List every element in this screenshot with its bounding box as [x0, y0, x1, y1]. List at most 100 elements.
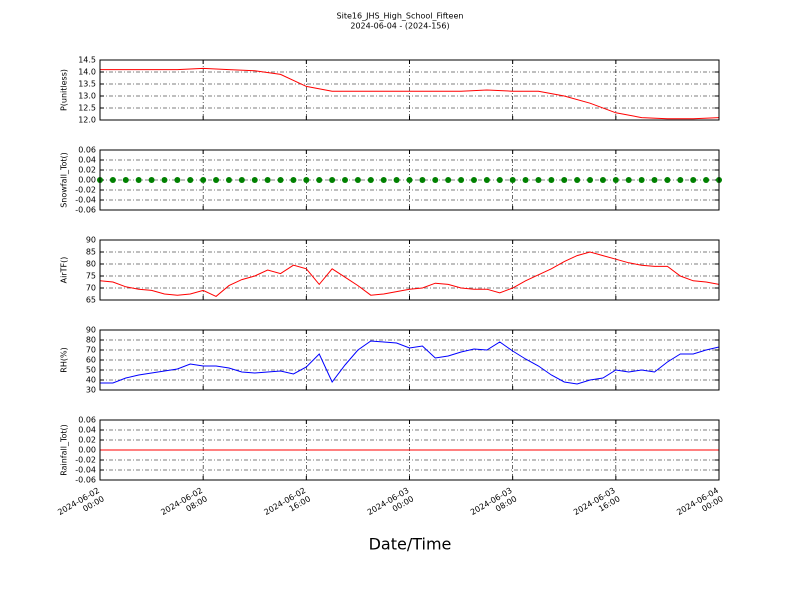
x-tick-label: 2024-06-0316:00 [572, 486, 622, 525]
data-point [238, 177, 245, 183]
data-point [651, 177, 658, 183]
data-point [354, 177, 361, 183]
data-point [329, 177, 336, 183]
y-tick-label: 50 [86, 366, 96, 375]
data-point [587, 177, 594, 183]
data-point [251, 177, 258, 183]
data-point [561, 177, 568, 183]
y-tick-label: 0.04 [78, 156, 96, 165]
data-point [690, 177, 697, 183]
y-axis-label: Rainfall_Tot() [60, 424, 69, 476]
data-point [380, 177, 387, 183]
y-tick-label: 65 [86, 296, 96, 305]
data-point [432, 177, 439, 183]
y-tick-label: 13.5 [78, 80, 96, 89]
figure-subtitle: 2024-06-04 - (2024-156) [350, 22, 449, 31]
y-tick-label: -0.02 [75, 186, 96, 195]
data-point [509, 177, 516, 183]
y-tick-label: 80 [86, 336, 96, 345]
y-tick-label: 85 [86, 248, 96, 257]
x-tick-label: 2024-06-0300:00 [366, 486, 416, 525]
y-tick-label: -0.04 [75, 466, 96, 475]
x-axis-label: Date/Time [369, 535, 452, 554]
data-point [599, 177, 606, 183]
data-point [290, 177, 297, 183]
y-tick-label: -0.02 [75, 456, 96, 465]
y-tick-label: 90 [86, 326, 96, 335]
y-tick-label: 12.0 [78, 116, 96, 125]
data-point [303, 177, 310, 183]
y-tick-label: 80 [86, 260, 96, 269]
y-tick-label: 14.0 [78, 68, 96, 77]
data-point [109, 177, 116, 183]
y-tick-label: 70 [86, 346, 96, 355]
data-point [574, 177, 581, 183]
data-point [135, 177, 142, 183]
x-tick-label: 2024-06-0308:00 [469, 486, 519, 525]
data-point [200, 177, 207, 183]
x-tick-label: 2024-06-0200:00 [56, 486, 106, 525]
data-point [535, 177, 542, 183]
y-axis-label: RH(%) [60, 347, 69, 372]
y-tick-label: 75 [86, 272, 96, 281]
y-tick-label: 0.04 [78, 426, 96, 435]
y-tick-label: 30 [86, 386, 96, 395]
data-line [100, 67, 720, 120]
y-tick-label: 90 [86, 236, 96, 245]
y-tick-label: 0.00 [78, 446, 96, 455]
axes-frame [99, 59, 720, 121]
data-point [393, 177, 400, 183]
data-point [161, 177, 168, 183]
data-point [496, 177, 503, 183]
axes-frame [99, 239, 720, 301]
axes-frame [99, 329, 720, 391]
x-tick-label: 2024-06-0400:00 [675, 486, 725, 525]
figure-title: Site16_JHS_High_School_Fifteen [337, 12, 464, 21]
data-point [213, 177, 220, 183]
data-line [99, 251, 720, 297]
y-tick-label: 12.5 [78, 104, 96, 113]
data-point [367, 177, 374, 183]
y-tick-label: 40 [86, 376, 96, 385]
y-axis-label: P(unitless) [60, 69, 69, 111]
data-point [342, 177, 349, 183]
y-tick-label: 0.00 [78, 176, 96, 185]
y-tick-label: -0.06 [75, 476, 96, 485]
y-tick-label: -0.06 [75, 206, 96, 215]
data-point [458, 177, 465, 183]
x-tick-label: 2024-06-0216:00 [263, 486, 313, 525]
y-axis-label: AirTF() [60, 257, 69, 284]
data-point [187, 177, 194, 183]
axes-frame [99, 149, 720, 211]
y-axis-label: Snowfall_Tot() [60, 152, 69, 208]
y-tick-label: 0.02 [78, 166, 96, 175]
y-tick-label: 0.02 [78, 436, 96, 445]
data-point [470, 177, 477, 183]
axes-frame [99, 419, 720, 481]
data-point [612, 177, 619, 183]
data-point [122, 177, 129, 183]
data-point [677, 177, 684, 183]
data-point [277, 177, 284, 183]
data-point [406, 177, 413, 183]
data-point [638, 177, 645, 183]
data-point [664, 177, 671, 183]
data-point [419, 177, 426, 183]
y-tick-label: 0.06 [78, 416, 96, 425]
y-tick-label: 14.5 [78, 56, 96, 65]
data-point [264, 177, 271, 183]
data-line [100, 340, 720, 385]
data-point [483, 177, 490, 183]
data-point [703, 177, 710, 183]
y-tick-label: 60 [86, 356, 96, 365]
data-point [316, 177, 323, 183]
data-point [174, 177, 181, 183]
data-point [225, 177, 232, 183]
y-tick-label: 70 [86, 284, 96, 293]
y-tick-label: 13.0 [78, 92, 96, 101]
data-point [625, 177, 632, 183]
y-tick-label: 0.06 [78, 146, 96, 155]
data-point [548, 177, 555, 183]
data-point [445, 177, 452, 183]
